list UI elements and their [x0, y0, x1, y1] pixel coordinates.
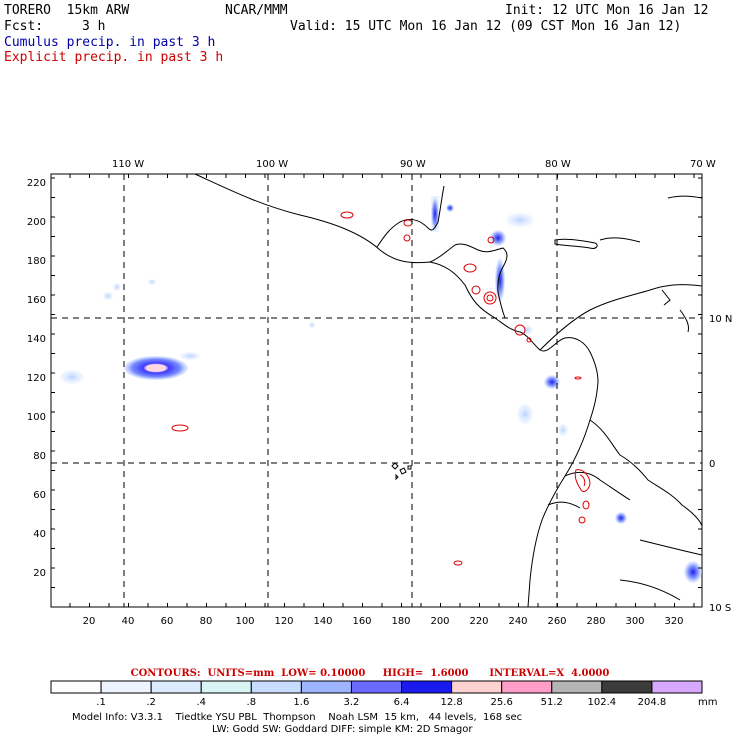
lon-label: 70 W — [690, 159, 716, 170]
coastlines — [194, 173, 703, 608]
axis-ticks — [51, 174, 702, 607]
right-latitude-labels: 10 N 0 10 S — [709, 314, 732, 614]
colorbar-swatch — [150, 680, 202, 694]
colorbar-label: .1 — [96, 697, 106, 708]
lat-label: 10 N — [709, 314, 732, 325]
x-tick-label: 260 — [547, 616, 566, 627]
x-tick-label: 40 — [122, 616, 135, 627]
y-tick-label: 60 — [33, 490, 46, 501]
colorbar-label: .8 — [247, 697, 257, 708]
colorbar-swatch — [350, 680, 403, 694]
y-tick-label: 80 — [33, 451, 46, 462]
x-tick-label: 60 — [161, 616, 174, 627]
x-tick-label: 300 — [625, 616, 644, 627]
explicit-precip-contours — [171, 211, 591, 566]
y-tick-label: 40 — [33, 529, 46, 540]
valid-time: Valid: 15 UTC Mon 16 Jan 12 (09 CST Mon … — [290, 19, 682, 34]
colorbar-label: 204.8 — [638, 697, 667, 708]
colorbar-label: 3.2 — [344, 697, 360, 708]
colorbar-label: 1.6 — [293, 697, 309, 708]
left-y-axis-labels: 220 200 180 160 140 120 100 80 60 40 20 — [27, 178, 46, 579]
forecast-label: Fcst: — [4, 19, 44, 34]
cumulus-legend: Cumulus precip. in past 3 h — [4, 35, 216, 50]
cumulus-precip-shading — [60, 196, 702, 583]
colorbar-label: .2 — [146, 697, 156, 708]
colorbar-swatch — [200, 680, 252, 694]
y-tick-label: 120 — [27, 373, 46, 384]
colorbar-label: 102.4 — [588, 697, 617, 708]
explicit-legend: Explicit precip. in past 3 h — [4, 50, 224, 65]
x-tick-label: 220 — [469, 616, 488, 627]
x-tick-label: 160 — [352, 616, 371, 627]
colorbar-swatch — [300, 680, 352, 694]
top-longitude-labels: 110 W 100 W 90 W 80 W 70 W — [112, 159, 716, 170]
map-frame — [50, 173, 703, 608]
contours-info: CONTOURS: UNITS=mm LOW= 0.10000 HIGH= 1.… — [0, 668, 740, 679]
lon-label: 80 W — [545, 159, 571, 170]
colorbar-label: 12.8 — [440, 697, 462, 708]
colorbar-label: 25.6 — [491, 697, 513, 708]
contours-label: CONTOURS: — [130, 668, 201, 679]
forecast-value: 3 h — [82, 19, 106, 34]
y-tick-label: 160 — [27, 295, 46, 306]
lat-label: 10 S — [709, 603, 731, 614]
colorbar-swatch — [100, 680, 152, 694]
y-tick-label: 180 — [27, 256, 46, 267]
x-tick-label: 320 — [664, 616, 683, 627]
contours-low: LOW= 0.10000 — [281, 668, 366, 679]
x-tick-label: 240 — [508, 616, 527, 627]
colorbar-swatch — [501, 680, 553, 694]
x-tick-label: 140 — [313, 616, 332, 627]
y-tick-label: 140 — [27, 334, 46, 345]
x-tick-label: 180 — [391, 616, 410, 627]
model-info-line2: LW: Godd SW: Goddard DIFF: simple KM: 2D… — [212, 724, 473, 735]
colorbar-swatch — [50, 680, 102, 694]
latlon-grid — [51, 174, 702, 607]
contours-interval: INTERVAL=X 4.0000 — [489, 668, 610, 679]
lon-label: 90 W — [400, 159, 426, 170]
lon-label: 100 W — [256, 159, 288, 170]
colorbar-swatch — [601, 680, 653, 694]
colorbar-labels: .1 .2 .4 .8 1.6 3.2 6.4 12.8 25.6 51.2 102.4 204.8 — [96, 697, 666, 708]
x-tick-label: 100 — [235, 616, 254, 627]
x-tick-label: 120 — [274, 616, 293, 627]
x-tick-label: 200 — [430, 616, 449, 627]
colorbar-swatch — [250, 680, 302, 694]
x-tick-label: 80 — [200, 616, 213, 627]
y-tick-label: 100 — [27, 412, 46, 423]
bottom-x-axis-labels: 20 40 60 80 100 120 140 160 180 200 220 … — [83, 616, 684, 627]
x-tick-label: 20 — [83, 616, 96, 627]
lat-label: 0 — [709, 459, 715, 470]
colorbar-swatch — [401, 680, 453, 694]
contours-high: HIGH= 1.6000 — [382, 668, 469, 679]
init-time: Init: 12 UTC Mon 16 Jan 12 — [505, 3, 709, 18]
precip-colorbar — [50, 680, 703, 694]
y-tick-label: 200 — [27, 217, 46, 228]
x-tick-label: 280 — [586, 616, 605, 627]
model-title: TORERO 15km ARW — [4, 3, 130, 18]
org-label: NCAR/MMM — [225, 3, 288, 18]
model-info-line1: Model Info: V3.3.1 Tiedtke YSU PBL Thomp… — [72, 712, 523, 723]
colorbar-label: .4 — [196, 697, 206, 708]
colorbar-swatch — [551, 680, 603, 694]
y-tick-label: 20 — [33, 568, 46, 579]
colorbar-swatch — [451, 680, 503, 694]
contours-units: UNITS=mm — [207, 668, 275, 679]
lon-label: 110 W — [112, 159, 144, 170]
y-tick-label: 220 — [27, 178, 46, 189]
colorbar-swatch — [651, 680, 703, 694]
colorbar-label: 6.4 — [394, 697, 410, 708]
colorbar-unit: mm — [698, 697, 717, 708]
colorbar-label: 51.2 — [541, 697, 563, 708]
